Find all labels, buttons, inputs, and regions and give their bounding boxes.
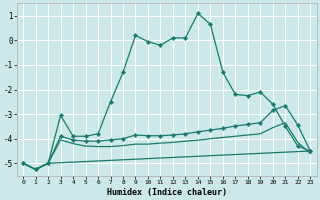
X-axis label: Humidex (Indice chaleur): Humidex (Indice chaleur) <box>107 188 227 197</box>
